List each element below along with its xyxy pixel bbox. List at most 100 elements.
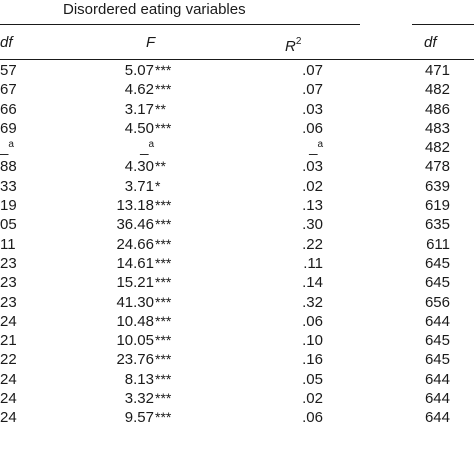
cell-f: 23.76 [116,351,154,369]
table-row: 24 9.57 *** .06 644 [0,408,474,427]
cell-significance: *** [155,62,172,78]
cell-df: 21 [0,332,17,350]
cell-significance: ** [155,100,166,117]
cell-df: 23 [0,274,17,292]
column-header-r2: R2 [285,33,301,57]
cell-r2: .07 [302,81,323,99]
cell-df: 33 [0,177,17,195]
cell-df-right: 645 [424,274,450,292]
column-header-df-left: df [0,34,13,51]
table-row: 23 41.30 *** .32 656 [0,293,474,312]
cell-df-right: 471 [424,62,450,79]
cell-r2: .02 [302,177,323,195]
cell-f: 9.57 [124,409,154,427]
cell-df-right: 482 [424,139,450,157]
cell-df: 24 [0,390,17,408]
cell-r2: .30 [302,216,323,234]
cell-df-right: 635 [424,216,450,234]
cell-df-right: 483 [424,119,450,137]
cell-significance: *** [155,351,172,368]
cell-df: 23 [0,254,17,272]
cell-df-right: 645 [424,332,450,350]
cell-df-right: 482 [424,81,450,99]
table-row: 22 23.76 *** .16 645 [0,350,474,369]
group-header-rule-right [412,24,474,25]
cell-f: 5.07 [124,62,154,79]
footnote-marker-a: a [148,139,154,151]
cell-significance: * [155,177,161,194]
cell-f: 3.71 [124,177,154,195]
cell-significance: *** [155,409,172,426]
table-body: 57 5.07 *** .07 471 67 4.62 *** .07 482 66 3.17 ** .0… [0,61,474,428]
cell-df: _a [0,139,14,157]
cell-f: 13.18 [116,197,154,215]
cell-f: 4.62 [124,81,154,99]
cell-significance: *** [155,293,172,310]
cell-df: 11 [0,235,16,253]
cell-f: 3.32 [124,390,154,408]
cell-f: 8.13 [124,370,154,388]
cell-r2: .03 [302,158,323,176]
cell-df: 05 [0,216,17,234]
cell-r2: _a [309,139,323,157]
group-header-disordered-eating: Disordered eating variables [63,1,246,18]
table-row: 24 10.48 *** .06 644 [0,312,474,331]
cell-f: _a [140,139,154,157]
table-row: 69 4.50 *** .06 483 [0,119,474,138]
cell-r2: .22 [302,235,323,253]
cell-df: 88 [0,158,17,176]
cell-df: 19 [0,197,17,215]
cell-df-right: 644 [424,312,450,330]
cell-df-right: 478 [424,158,450,176]
cell-r2: .32 [302,293,323,311]
cell-df: 57 [0,62,17,79]
cell-df-right: 639 [424,177,450,195]
cell-significance: *** [155,274,172,291]
table-row: 24 8.13 *** .05 644 [0,370,474,389]
table-row: 05 36.46 *** .30 635 [0,215,474,234]
cell-df-right: 645 [424,351,450,369]
table-row: 24 3.32 *** .02 644 [0,389,474,408]
group-header-rule-left [0,24,360,25]
footnote-marker-a: a [317,139,323,151]
column-header-r2-superscript: 2 [295,36,302,47]
cell-f: 10.48 [116,312,154,330]
cell-significance: *** [155,81,172,98]
cell-significance: *** [155,312,172,329]
cell-f: 15.21 [116,274,154,292]
column-header-df-right: df [424,34,437,51]
cell-f: 4.50 [124,119,154,137]
cell-df-right: 645 [424,254,450,272]
cell-df: 24 [0,370,17,388]
cell-df-right: 644 [424,390,450,408]
cell-r2: .06 [302,119,323,137]
table-row: _a _a _a 482 [0,138,474,157]
table-row: 23 15.21 *** .14 645 [0,273,474,292]
table-row: 23 14.61 *** .11 645 [0,254,474,273]
table-row: 19 13.18 *** .13 619 [0,196,474,215]
table-row: 67 4.62 *** .07 482 [0,80,474,99]
cell-r2: .02 [302,390,323,408]
table-row: 33 3.71 * .02 639 [0,177,474,196]
cell-df: 24 [0,409,17,427]
cell-significance: *** [155,197,172,214]
column-header-rule [0,59,474,60]
cell-r2: .06 [302,409,323,427]
cell-df-right: 656 [424,293,450,311]
cell-f: 36.46 [116,216,154,234]
cell-r2: .10 [302,332,323,350]
cell-significance: *** [155,235,172,252]
cell-r2: .16 [302,351,323,369]
cell-r2: .05 [302,370,323,388]
footnote-marker-a: a [8,139,14,151]
cell-significance: *** [155,254,172,271]
table-row: 66 3.17 ** .03 486 [0,100,474,119]
cell-significance: *** [155,332,172,349]
cell-df-right: 644 [424,370,450,388]
table-row: 57 5.07 *** .07 471 [0,61,474,80]
cell-significance: ** [155,158,166,175]
cell-df: 67 [0,81,17,99]
cell-f: 4.30 [124,158,154,176]
table-row: 21 10.05 *** .10 645 [0,331,474,350]
